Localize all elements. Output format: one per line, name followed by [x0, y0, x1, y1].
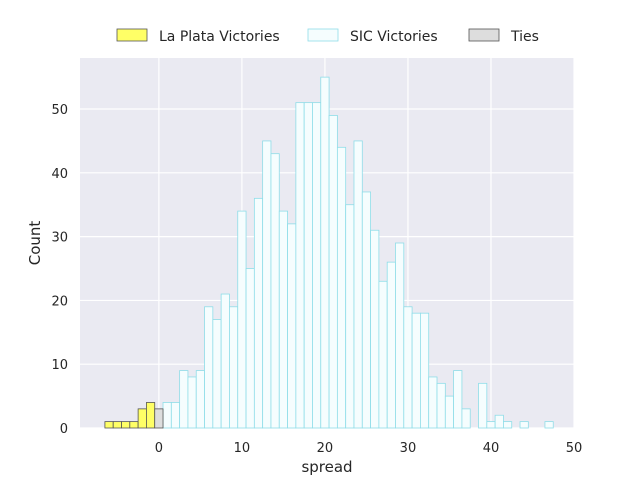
bar: [212, 319, 222, 429]
y-tick-label: 0: [60, 422, 68, 437]
bar: [494, 414, 504, 429]
bar: [270, 153, 280, 429]
bar: [220, 293, 230, 429]
y-tick-label: 40: [51, 167, 68, 182]
bar: [112, 421, 122, 429]
bar: [503, 421, 513, 429]
bar: [361, 191, 371, 429]
x-tick-labels: 0 10 20 30 40 50: [155, 441, 583, 456]
bar: [129, 421, 139, 429]
bar: [420, 312, 430, 429]
y-tick-label: 30: [51, 231, 68, 246]
bar: [287, 223, 297, 429]
bar: [353, 140, 363, 429]
bars: [104, 76, 554, 429]
bar: [295, 102, 305, 429]
legend-swatch: [468, 28, 500, 42]
bar: [320, 76, 330, 429]
bar: [170, 402, 181, 429]
y-tick-label: 50: [51, 103, 68, 118]
bar: [519, 421, 529, 429]
bar: [104, 421, 114, 429]
bar: [453, 370, 463, 429]
bar: [312, 102, 322, 429]
bar: [336, 146, 347, 429]
bar: [395, 242, 405, 429]
bar: [237, 210, 247, 429]
bar: [187, 376, 197, 429]
x-tick-label: 30: [400, 441, 417, 456]
x-tick-label: 50: [566, 441, 583, 456]
x-tick-label: 40: [483, 441, 500, 456]
y-tick-labels: 0 10 20 30 40 50: [51, 103, 68, 437]
legend-swatch: [307, 28, 339, 42]
bar: [428, 376, 438, 429]
bar: [137, 408, 147, 429]
bar: [195, 370, 205, 429]
bar: [303, 102, 313, 429]
bar: [370, 229, 380, 429]
bar: [411, 312, 421, 429]
bar: [179, 370, 189, 429]
bar: [121, 421, 131, 429]
bar: [461, 408, 471, 429]
bar: [345, 204, 355, 429]
bar: [478, 382, 488, 429]
bar: [162, 402, 172, 429]
bar: [436, 382, 446, 429]
bar: [154, 408, 164, 429]
bar: [328, 115, 338, 429]
bar: [486, 421, 496, 429]
x-tick-label: 20: [317, 441, 334, 456]
bar: [444, 395, 455, 429]
y-tick-label: 20: [51, 294, 68, 309]
bar: [278, 210, 288, 429]
x-axis-label: spread: [301, 458, 352, 476]
bar: [403, 306, 413, 429]
y-axis-label: Count: [26, 221, 44, 266]
bar: [253, 197, 264, 429]
legend-label: SIC Victories: [350, 29, 438, 45]
bar: [204, 306, 214, 429]
bar: [229, 306, 239, 429]
bar: [378, 280, 388, 429]
bar: [146, 402, 156, 429]
legend-swatch: [116, 28, 148, 42]
x-tick-label: 10: [234, 441, 251, 456]
x-tick-label: 0: [155, 441, 163, 456]
bar: [386, 261, 396, 429]
legend-label: La Plata Victories: [159, 29, 280, 45]
bar: [245, 268, 255, 429]
bar: [544, 421, 554, 429]
bar: [262, 140, 272, 429]
legend-label: Ties: [510, 29, 539, 45]
legend: La Plata Victories SIC Victories Ties: [116, 28, 539, 45]
y-tick-label: 10: [51, 358, 68, 373]
